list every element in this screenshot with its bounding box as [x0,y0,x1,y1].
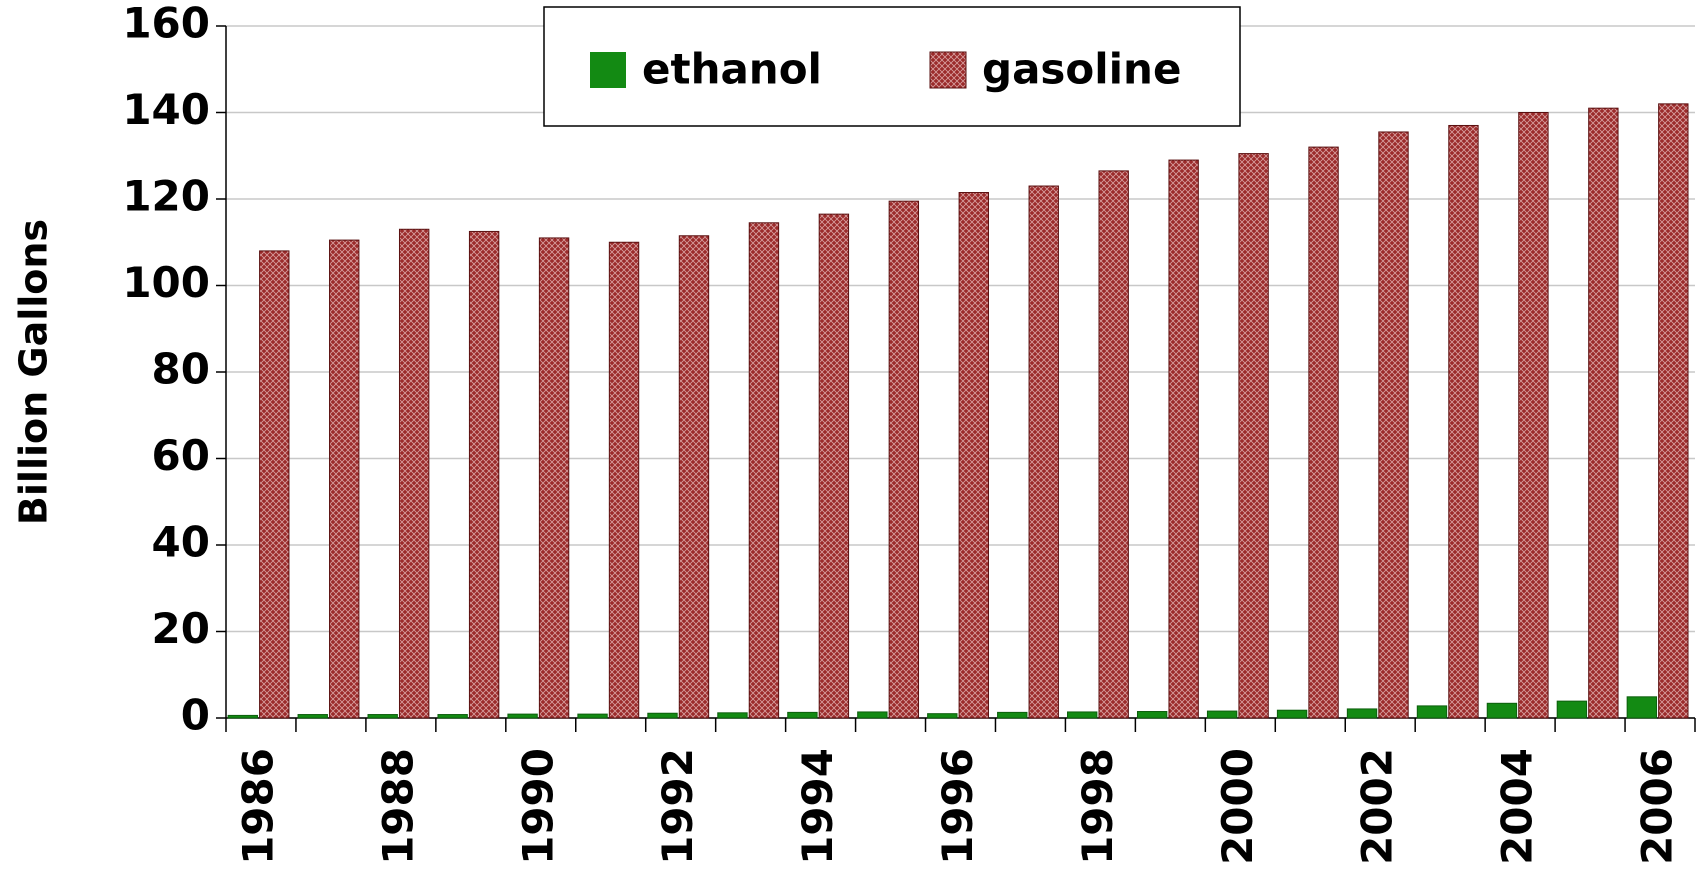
x-tick-label: 2000 [1213,748,1262,865]
x-tick-label: 1994 [793,748,842,865]
x-tick-label: 2006 [1633,748,1682,865]
bar [1518,112,1549,719]
bar [818,213,850,719]
bar [1588,107,1619,719]
bar [927,713,958,719]
y-tick-label: 140 [122,85,210,134]
y-tick-label: 20 [152,604,210,653]
bar [958,192,989,719]
bar [678,235,710,719]
x-tick-label: 2002 [1353,748,1402,865]
bar [227,714,258,719]
x-tick-label: 1988 [373,748,422,865]
x-tick-label: 1998 [1073,748,1122,865]
bar [647,712,678,719]
y-tick-label: 100 [122,258,210,307]
bar [259,250,290,719]
legend-box [543,6,1241,127]
legend-label: ethanol [642,45,822,94]
bar [1308,146,1339,719]
bar [1067,711,1098,719]
bar [1098,170,1129,719]
bar [1658,103,1689,719]
bar [608,241,640,719]
bar [997,711,1028,719]
bar [787,711,818,719]
bar [1448,124,1479,719]
bar [398,228,430,719]
x-tick-label: 1992 [653,748,702,865]
x-tick-label: 1996 [933,748,982,865]
y-tick-label: 0 [181,691,210,740]
legend-swatch [929,51,967,89]
bar [1486,702,1518,719]
y-tick-label: 40 [152,518,210,567]
legend-label: gasoline [982,45,1181,94]
y-tick-label: 60 [152,431,210,480]
bar [857,711,888,719]
bar [1168,159,1199,719]
y-tick-label: 80 [152,345,210,394]
bar [1276,709,1308,719]
y-axis-label: Billion Gallons [12,219,56,525]
y-tick-label: 120 [122,172,210,221]
bar [1378,131,1409,719]
bar [1136,711,1168,719]
bar [1238,153,1269,719]
legend: ethanol gasoline [543,6,1241,127]
bar [577,713,608,719]
bar [888,200,920,719]
bar [1556,700,1588,719]
bar [297,714,328,719]
bar [748,222,780,719]
legend-swatch [590,52,626,88]
x-tick-label: 2004 [1493,748,1542,865]
bar [329,239,360,719]
bar [717,712,748,719]
bar [437,714,468,719]
bar [1028,185,1059,719]
bar [1206,710,1238,719]
x-tick-label: 1990 [513,748,562,865]
bar [1626,696,1658,719]
bar [538,237,570,719]
y-tick-label: 160 [122,0,210,48]
x-tick-label: 1986 [233,748,282,865]
bar [1346,708,1378,719]
bar [507,713,538,719]
bar [468,230,500,719]
bar [1416,705,1448,719]
bar [367,714,398,719]
